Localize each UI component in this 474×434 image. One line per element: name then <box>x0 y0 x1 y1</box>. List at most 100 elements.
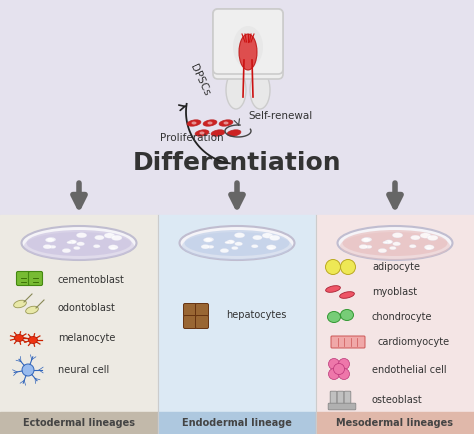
Ellipse shape <box>233 26 263 68</box>
Ellipse shape <box>385 240 393 244</box>
Bar <box>158 412 316 434</box>
Ellipse shape <box>46 238 55 242</box>
Ellipse shape <box>95 235 104 240</box>
Ellipse shape <box>426 247 431 250</box>
Text: cardiomyocyte: cardiomyocyte <box>378 337 450 347</box>
Circle shape <box>338 368 349 379</box>
Ellipse shape <box>26 306 38 314</box>
Text: endothelial cell: endothelial cell <box>372 365 447 375</box>
Ellipse shape <box>231 247 238 250</box>
Ellipse shape <box>195 130 209 136</box>
Ellipse shape <box>262 233 273 238</box>
Ellipse shape <box>239 34 257 70</box>
FancyBboxPatch shape <box>183 303 197 316</box>
Ellipse shape <box>15 335 24 342</box>
Text: Self-renewal: Self-renewal <box>248 111 312 121</box>
Ellipse shape <box>219 120 233 126</box>
Ellipse shape <box>268 247 273 250</box>
Ellipse shape <box>182 232 292 260</box>
Text: Endodermal lineage: Endodermal lineage <box>182 418 292 428</box>
FancyBboxPatch shape <box>195 303 209 316</box>
FancyBboxPatch shape <box>213 9 283 79</box>
Ellipse shape <box>269 235 280 240</box>
Bar <box>316 215 474 434</box>
Ellipse shape <box>383 241 388 244</box>
Ellipse shape <box>180 226 294 260</box>
Ellipse shape <box>266 245 276 250</box>
Text: osteoblast: osteoblast <box>372 395 423 405</box>
Circle shape <box>338 358 349 369</box>
FancyBboxPatch shape <box>183 316 197 329</box>
Circle shape <box>340 260 356 274</box>
Ellipse shape <box>211 130 225 136</box>
Text: Mesodermal lineages: Mesodermal lineages <box>337 418 454 428</box>
Ellipse shape <box>111 235 122 240</box>
Ellipse shape <box>326 286 340 293</box>
FancyBboxPatch shape <box>331 336 365 348</box>
Ellipse shape <box>226 240 234 244</box>
Ellipse shape <box>409 244 416 248</box>
Ellipse shape <box>77 242 84 246</box>
Circle shape <box>328 358 339 369</box>
Ellipse shape <box>200 132 204 135</box>
Ellipse shape <box>392 242 401 246</box>
Text: neural cell: neural cell <box>58 365 109 375</box>
Ellipse shape <box>384 240 392 244</box>
Ellipse shape <box>14 300 27 308</box>
Ellipse shape <box>208 245 214 249</box>
Ellipse shape <box>93 244 100 248</box>
Ellipse shape <box>208 122 212 125</box>
Ellipse shape <box>110 247 115 250</box>
FancyBboxPatch shape <box>195 316 209 329</box>
Ellipse shape <box>365 245 372 249</box>
Ellipse shape <box>251 244 258 248</box>
Text: DPSCs: DPSCs <box>188 62 212 97</box>
Text: chondrocyte: chondrocyte <box>372 312 432 322</box>
Ellipse shape <box>227 130 241 136</box>
FancyBboxPatch shape <box>337 391 344 406</box>
Ellipse shape <box>359 244 368 249</box>
Bar <box>316 412 474 434</box>
Text: melanocyte: melanocyte <box>58 333 115 343</box>
Ellipse shape <box>410 235 420 240</box>
Ellipse shape <box>340 232 450 260</box>
Text: myoblast: myoblast <box>372 287 417 297</box>
Ellipse shape <box>390 247 396 250</box>
Text: adipocyte: adipocyte <box>372 262 420 272</box>
Ellipse shape <box>49 245 56 249</box>
Bar <box>0 0 474 215</box>
FancyBboxPatch shape <box>17 272 30 286</box>
Ellipse shape <box>227 240 235 244</box>
Bar <box>0 412 158 434</box>
Ellipse shape <box>104 233 115 238</box>
FancyBboxPatch shape <box>213 9 283 74</box>
Ellipse shape <box>424 245 434 250</box>
Bar <box>0 215 158 434</box>
Ellipse shape <box>62 248 71 253</box>
Ellipse shape <box>225 241 230 244</box>
Ellipse shape <box>24 232 134 260</box>
Ellipse shape <box>187 120 201 126</box>
Ellipse shape <box>43 244 52 249</box>
Ellipse shape <box>340 292 355 298</box>
Ellipse shape <box>340 309 354 320</box>
FancyBboxPatch shape <box>328 403 356 410</box>
Ellipse shape <box>337 226 453 260</box>
Ellipse shape <box>328 312 340 322</box>
Ellipse shape <box>253 235 262 240</box>
Text: Proliferation: Proliferation <box>160 133 224 143</box>
Ellipse shape <box>76 233 87 238</box>
Ellipse shape <box>108 245 118 250</box>
Text: hepatocytes: hepatocytes <box>226 310 286 320</box>
FancyBboxPatch shape <box>330 391 337 406</box>
FancyBboxPatch shape <box>28 272 43 286</box>
FancyBboxPatch shape <box>344 391 351 406</box>
Ellipse shape <box>27 230 131 256</box>
Ellipse shape <box>28 336 37 343</box>
Ellipse shape <box>191 122 197 125</box>
Ellipse shape <box>363 237 372 242</box>
Text: Ectodermal lineages: Ectodermal lineages <box>23 418 135 428</box>
Ellipse shape <box>47 237 56 242</box>
Text: cementoblast: cementoblast <box>58 275 125 285</box>
Ellipse shape <box>378 248 387 253</box>
